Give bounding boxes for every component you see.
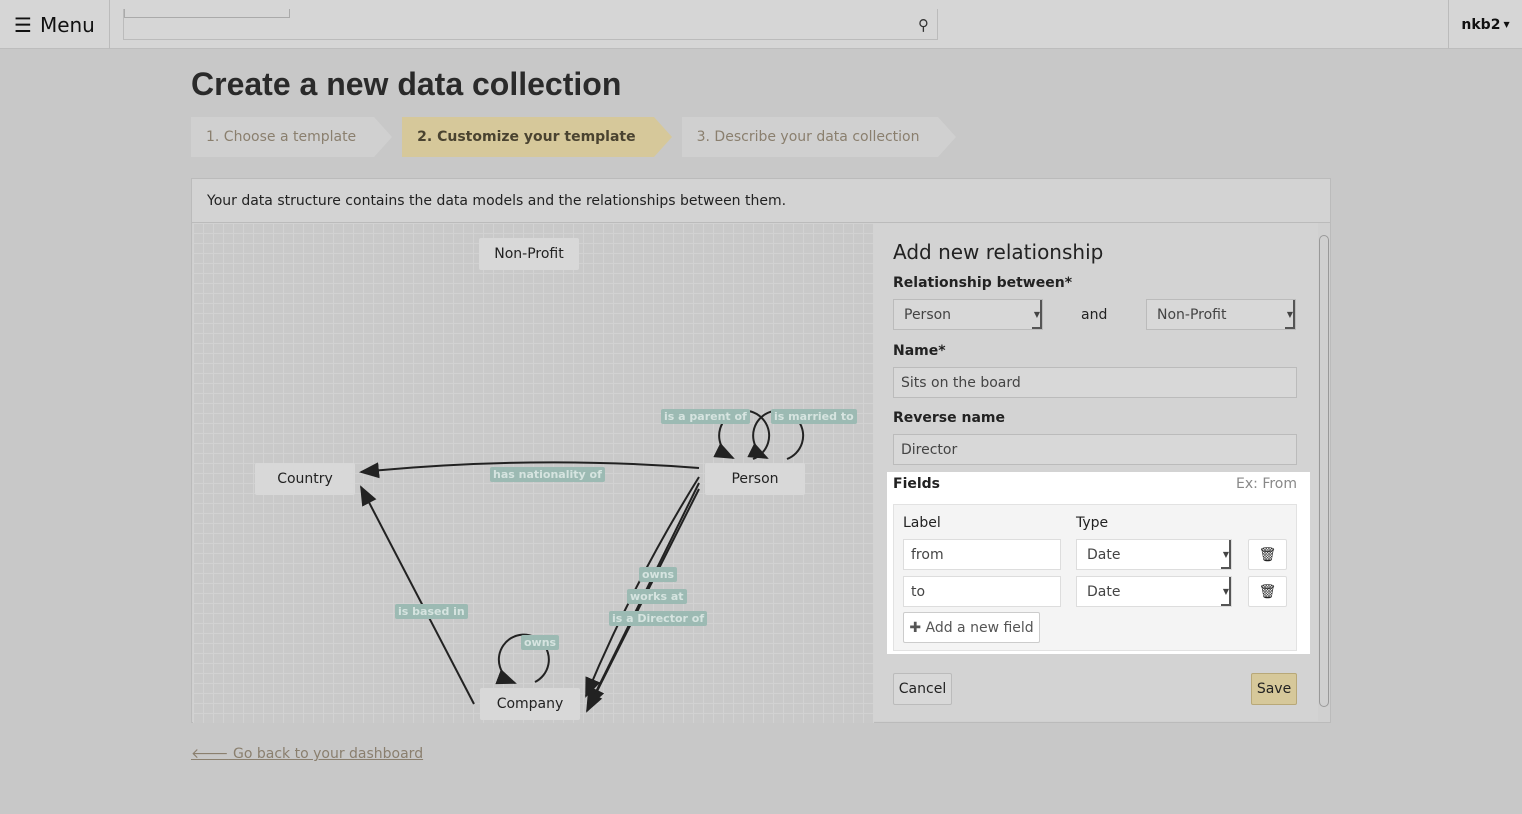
edge-is-based-in bbox=[360, 485, 475, 705]
edge-has-nationality-of bbox=[359, 461, 700, 479]
caret-icon: ▼ bbox=[1221, 577, 1231, 606]
node-non-profit[interactable]: Non-Profit bbox=[479, 238, 579, 270]
wizard-steps: 1. Choose a template 2. Customize your t… bbox=[191, 117, 956, 157]
scrollbar-thumb[interactable] bbox=[1319, 235, 1329, 707]
fields-box: Label Type from Date ▼ 🗑 to Date ▼ 🗑 ✚ Add… bbox=[893, 504, 1297, 651]
node-company[interactable]: Company bbox=[480, 688, 580, 720]
edge-label-owns-self: owns bbox=[521, 635, 560, 650]
edge-owns bbox=[585, 476, 700, 698]
col-type-header: Type bbox=[1076, 515, 1109, 531]
field-type-select[interactable]: Date ▼ bbox=[1076, 576, 1232, 607]
from-model-value: Person bbox=[904, 307, 952, 323]
cancel-button[interactable]: Cancel bbox=[893, 673, 952, 705]
back-link-label: Go back to your dashboard bbox=[233, 746, 424, 762]
edge-label-owns: owns bbox=[639, 567, 678, 582]
search-field-tab bbox=[124, 9, 290, 18]
edge-label-nationality: has nationality of bbox=[490, 467, 605, 482]
from-model-select[interactable]: Person ▼ bbox=[893, 299, 1043, 330]
node-person[interactable]: Person bbox=[705, 463, 805, 495]
reverse-name-input[interactable]: Director bbox=[893, 434, 1297, 465]
col-label-header: Label bbox=[903, 515, 941, 531]
field-type-value: Date bbox=[1087, 547, 1121, 563]
edge-label-parent: is a parent of bbox=[661, 409, 750, 424]
plus-icon: ✚ bbox=[909, 620, 922, 636]
between-label: Relationship between* bbox=[893, 275, 1073, 291]
form-scrollbar[interactable] bbox=[1318, 223, 1330, 721]
edge-label-based-in: is based in bbox=[395, 604, 468, 619]
caret-down-icon: ▼ bbox=[1503, 20, 1510, 29]
caret-icon: ▼ bbox=[1221, 540, 1231, 569]
step-choose-template[interactable]: 1. Choose a template bbox=[191, 117, 393, 157]
step-customize-template[interactable]: 2. Customize your template bbox=[402, 117, 673, 157]
reverse-name-label: Reverse name bbox=[893, 410, 1005, 426]
name-input[interactable]: Sits on the board bbox=[893, 367, 1297, 398]
delete-field-button[interactable]: 🗑 bbox=[1248, 539, 1287, 570]
back-to-dashboard-link[interactable]: 🡐 Go back to your dashboard bbox=[191, 745, 423, 762]
field-label-input[interactable]: from bbox=[903, 539, 1061, 570]
field-type-select[interactable]: Date ▼ bbox=[1076, 539, 1232, 570]
edge-owns-self bbox=[495, 633, 550, 685]
field-label-input[interactable]: to bbox=[903, 576, 1061, 607]
graph-canvas[interactable]: Non-Profit Country Person Company has na… bbox=[193, 223, 874, 723]
add-field-label: Add a new field bbox=[925, 620, 1034, 636]
page-title: Create a new data collection bbox=[191, 66, 622, 102]
field-type-value: Date bbox=[1087, 584, 1121, 600]
trash-icon: 🗑 bbox=[1258, 584, 1277, 600]
top-bar: ☰ Menu ⚲ nkb2 ▼ bbox=[0, 0, 1522, 49]
step-describe-collection[interactable]: 3. Describe your data collection bbox=[681, 117, 956, 157]
to-model-select[interactable]: Non-Profit ▼ bbox=[1146, 299, 1296, 330]
menu-label: Menu bbox=[39, 12, 95, 37]
hamburger-icon: ☰ bbox=[14, 12, 32, 37]
edge-label-married: is married to bbox=[771, 409, 857, 424]
save-button[interactable]: Save bbox=[1251, 673, 1297, 705]
user-menu[interactable]: nkb2 ▼ bbox=[1448, 0, 1522, 49]
edge-label-works-at: works at bbox=[627, 589, 687, 604]
edge-label-director: is a Director of bbox=[609, 611, 708, 626]
to-model-value: Non-Profit bbox=[1157, 307, 1227, 323]
fields-section: Fields Ex: From Label Type from Date ▼ 🗑 … bbox=[887, 472, 1310, 654]
trash-icon: 🗑 bbox=[1258, 547, 1277, 563]
search-icon[interactable]: ⚲ bbox=[918, 16, 929, 34]
search-input[interactable]: ⚲ bbox=[123, 9, 938, 40]
username: nkb2 bbox=[1461, 16, 1501, 33]
menu-button[interactable]: ☰ Menu bbox=[0, 0, 110, 49]
delete-field-button[interactable]: 🗑 bbox=[1248, 576, 1287, 607]
caret-icon: ▼ bbox=[1285, 300, 1295, 329]
intro-text: Your data structure contains the data mo… bbox=[192, 179, 1330, 223]
and-label: and bbox=[1081, 307, 1108, 323]
add-field-button[interactable]: ✚ Add a new field bbox=[903, 612, 1040, 643]
arrow-left-icon: 🡐 bbox=[191, 746, 229, 762]
node-country[interactable]: Country bbox=[255, 463, 355, 495]
fields-hint: Ex: From bbox=[1236, 476, 1297, 492]
name-label: Name* bbox=[893, 343, 946, 359]
caret-icon: ▼ bbox=[1032, 300, 1042, 329]
form-title: Add new relationship bbox=[893, 240, 1104, 264]
fields-label: Fields bbox=[893, 476, 941, 492]
